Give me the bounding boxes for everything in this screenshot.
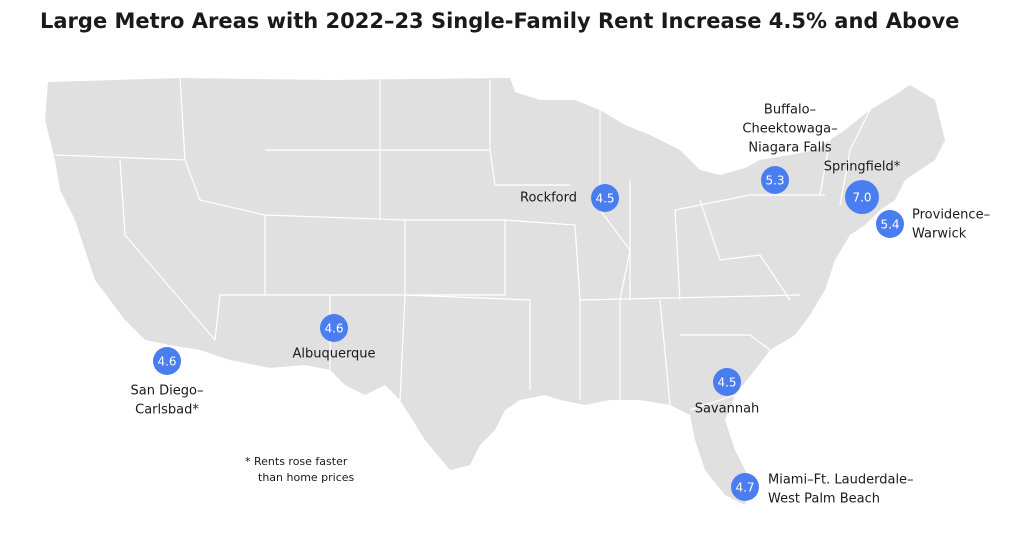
metro-name: Savannah [695, 402, 760, 417]
footnote: * Rents rose faster [245, 455, 348, 468]
metro-name: Warwick [912, 227, 967, 242]
metro-name: Niagara Falls [748, 141, 831, 156]
title: Large Metro Areas with 2022–23 Single-Fa… [40, 9, 959, 33]
metro-bubble [761, 166, 789, 194]
metro-name: Springfield* [824, 160, 901, 175]
metro-bubble [876, 210, 904, 238]
metro-name: San Diego– [131, 384, 204, 399]
metro-name: Carlsbad* [135, 403, 199, 418]
metro-value: 4.6 [324, 322, 343, 336]
metro-bubble [713, 368, 741, 396]
metro-value: 5.3 [765, 174, 784, 188]
metro-bubble [153, 347, 181, 375]
metro-value: 7.0 [852, 191, 871, 205]
metro-bubble [731, 473, 759, 501]
metro-layer: 4.5 Rockford 5.3 Buffalo– Cheektowaga– Niagar… [131, 103, 991, 507]
metro-value: 4.5 [595, 192, 614, 206]
metro-name: Rockford [520, 191, 577, 206]
metro-bubble [320, 314, 348, 342]
us-outline [45, 78, 945, 505]
metro-bubble [845, 180, 879, 214]
metro-name: Buffalo– [764, 103, 816, 118]
metro-value: 4.7 [735, 481, 754, 495]
metro-name: West Palm Beach [768, 492, 880, 507]
metro-name: Providence– [912, 208, 990, 223]
metro-value: 4.5 [717, 376, 736, 390]
state-borders [54, 77, 871, 411]
us-map [45, 77, 945, 505]
metro-name: Miami–Ft. Lauderdale– [768, 473, 914, 488]
metro-name: Albuquerque [292, 347, 375, 362]
metro-name: Cheektowaga– [742, 122, 837, 137]
metro-value: 5.4 [880, 218, 899, 232]
footnote: than home prices [258, 471, 355, 484]
metro-value: 4.6 [157, 355, 176, 369]
metro-bubble [591, 184, 619, 212]
